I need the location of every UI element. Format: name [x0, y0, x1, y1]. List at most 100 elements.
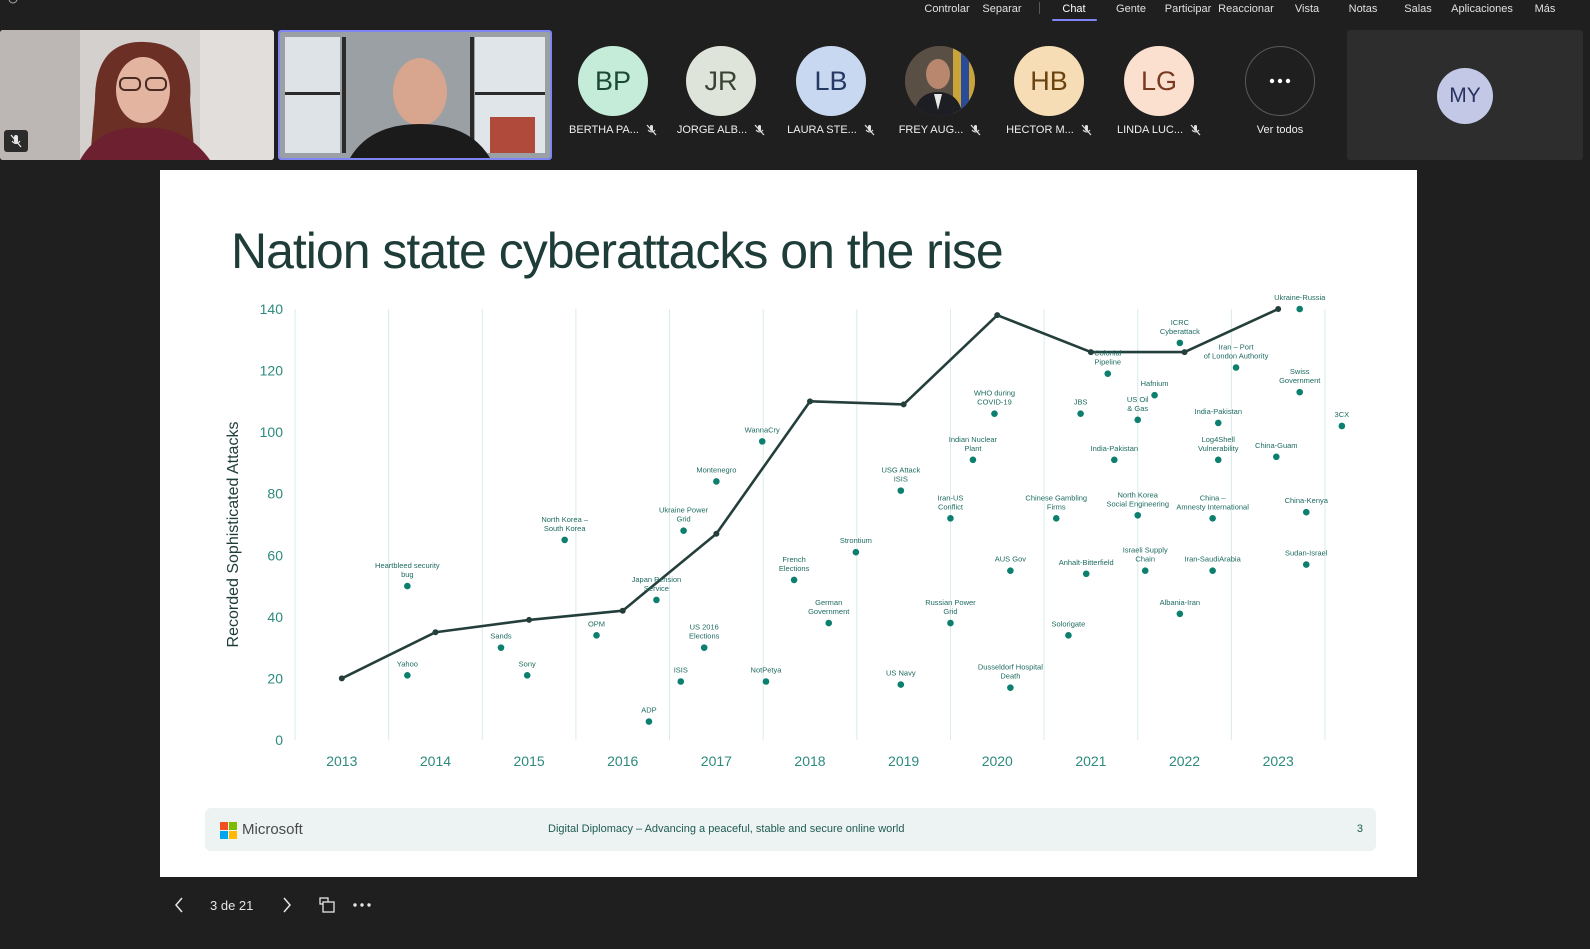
- event-label: German Government: [808, 598, 850, 616]
- event-label: ADP: [641, 706, 656, 715]
- series-point: [1087, 349, 1094, 356]
- participant-video-1[interactable]: [0, 30, 274, 160]
- x-tick-label: 2017: [701, 753, 732, 769]
- event-label: JBS: [1074, 398, 1088, 407]
- event-label: AUS Gov: [995, 555, 1027, 564]
- x-tick-label: 2023: [1263, 753, 1294, 769]
- event-label: Log4Shell Vulnerability: [1198, 435, 1239, 453]
- participant-name: BERTHA PA...: [569, 124, 639, 136]
- more-options-button[interactable]: [350, 893, 374, 917]
- menu-participar[interactable]: Participar: [1164, 3, 1212, 15]
- event-label: ISIS: [674, 666, 688, 675]
- series-point: [1275, 306, 1282, 312]
- event-dot: [969, 456, 977, 464]
- event-dot: [991, 410, 998, 417]
- event-dot: [1296, 388, 1304, 396]
- event-dot: [1214, 456, 1222, 464]
- event-label: Albania-Iran: [1160, 598, 1200, 607]
- event-dot: [1214, 419, 1222, 427]
- event-dot: [1007, 567, 1014, 574]
- event-label: Russian Power Grid: [925, 598, 976, 616]
- more-icon: [1245, 46, 1315, 116]
- event-dot: [1052, 515, 1060, 522]
- event-dot: [404, 582, 411, 590]
- event-label: Dusseldorf Hospital Death: [978, 663, 1043, 681]
- event-dot: [1151, 391, 1158, 399]
- event-label: 3CX: [1335, 410, 1350, 419]
- participant-video-2[interactable]: [278, 30, 552, 160]
- menu-salas[interactable]: Salas: [1404, 3, 1432, 15]
- event-dot: [1302, 561, 1310, 568]
- mic-off-icon: [864, 124, 875, 136]
- previous-slide-button[interactable]: [167, 893, 191, 917]
- see-all-participants[interactable]: Ver todos: [1230, 46, 1330, 136]
- event-dot: [680, 527, 687, 534]
- event-dot: [1338, 422, 1346, 430]
- slide-navigation: 3 de 21: [160, 893, 460, 923]
- x-tick-label: 2014: [420, 753, 451, 769]
- event-dot: [897, 681, 905, 688]
- event-label: Sony: [519, 659, 536, 668]
- event-dot: [758, 438, 766, 445]
- chevron-left-icon: [175, 897, 183, 913]
- event-label: ICRC Cyberattack: [1160, 318, 1200, 336]
- menu-reaccionar[interactable]: Reaccionar: [1218, 3, 1274, 15]
- participant-frey[interactable]: FREY AUG...: [890, 46, 990, 136]
- event-label: Indian Nuclear Plant: [949, 435, 998, 453]
- meeting-toolbar: Controlar Separar Chat Gente Participar …: [0, 0, 1590, 24]
- series-point: [713, 530, 720, 537]
- event-dot: [947, 619, 954, 627]
- event-label: Japan Pension Service: [632, 575, 682, 593]
- event-label: WannaCry: [745, 425, 780, 434]
- footer-brand: Microsoft: [242, 821, 303, 838]
- participant-lb[interactable]: LB LAURA STE...: [781, 46, 881, 136]
- event-dot: [700, 644, 708, 651]
- menu-controlar[interactable]: Controlar: [924, 3, 970, 15]
- mic-off-icon: [646, 124, 657, 136]
- series-point: [807, 398, 813, 405]
- x-tick-label: 2022: [1169, 753, 1200, 769]
- next-slide-button[interactable]: [275, 893, 299, 917]
- menu-vista[interactable]: Vista: [1294, 3, 1320, 15]
- self-avatar: MY: [1437, 68, 1493, 124]
- series-point: [994, 312, 1001, 319]
- participant-bp[interactable]: BP BERTHA PA...: [563, 46, 663, 136]
- menu-notas[interactable]: Notas: [1348, 3, 1378, 15]
- event-label: Ukraine Power Grid: [659, 506, 709, 524]
- menu-mas[interactable]: Más: [1534, 3, 1556, 15]
- event-dot: [1111, 456, 1118, 464]
- avatar-photo: [905, 46, 975, 116]
- participant-name: LINDA LUC...: [1116, 124, 1184, 136]
- slide-title: Nation state cyberattacks on the rise: [231, 223, 1004, 279]
- event-dot: [1141, 567, 1149, 574]
- see-all-label: Ver todos: [1256, 124, 1304, 136]
- event-label: India-Pakistan: [1194, 407, 1242, 416]
- participant-jr[interactable]: JR JORGE ALB...: [671, 46, 771, 136]
- event-dot: [497, 644, 505, 651]
- participant-name: JORGE ALB...: [676, 124, 748, 136]
- event-label: Strontium: [840, 536, 872, 545]
- menu-aplicaciones[interactable]: Aplicaciones: [1451, 3, 1513, 15]
- event-dot: [947, 515, 954, 522]
- event-dot: [1134, 511, 1142, 519]
- mic-off-icon: [10, 134, 22, 148]
- event-dot: [523, 672, 531, 679]
- event-dot: [404, 672, 411, 679]
- event-label: Yahoo: [397, 659, 418, 668]
- x-tick-label: 2013: [326, 753, 357, 769]
- event-dot: [561, 536, 568, 544]
- muted-indicator: [4, 130, 28, 152]
- event-label: Heartbleed security bug: [375, 561, 440, 579]
- menu-separar[interactable]: Separar: [982, 3, 1022, 15]
- avatar: HB: [1014, 46, 1084, 116]
- menu-gente[interactable]: Gente: [1116, 3, 1146, 15]
- x-tick-label: 2021: [1075, 753, 1106, 769]
- menu-chat[interactable]: Chat: [1062, 3, 1086, 15]
- slide-grid-button[interactable]: [315, 893, 339, 917]
- participant-lg[interactable]: LG LINDA LUC...: [1109, 46, 1209, 136]
- self-video-tile[interactable]: MY: [1347, 30, 1583, 160]
- event-dot: [1007, 684, 1014, 691]
- participant-hb[interactable]: HB HECTOR M...: [999, 46, 1099, 136]
- shared-slide: Nation state cyberattacks on the rise 0 2…: [160, 170, 1417, 877]
- avatar: LB: [796, 46, 866, 116]
